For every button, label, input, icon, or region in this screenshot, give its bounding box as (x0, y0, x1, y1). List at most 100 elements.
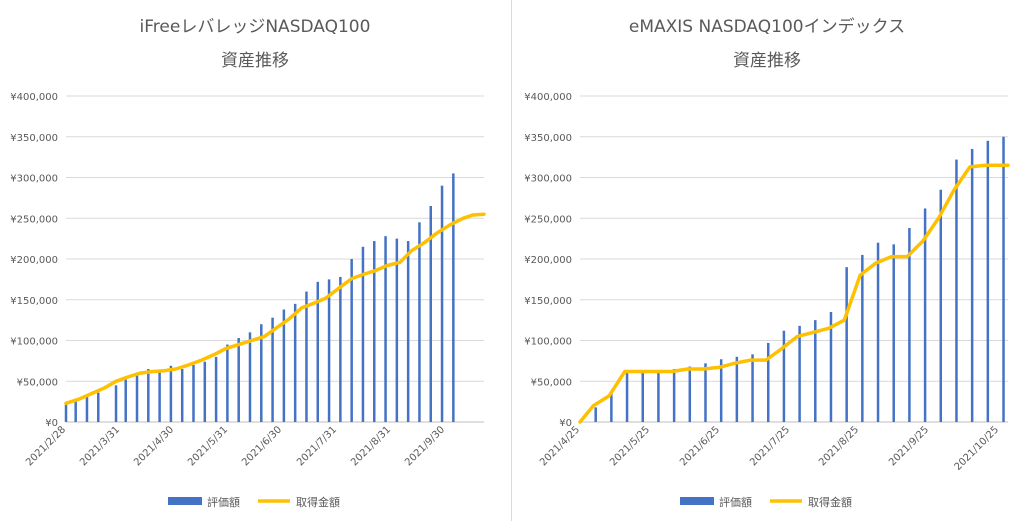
bar-mark (395, 238, 399, 422)
bar-mark (429, 206, 432, 422)
bar-mark (74, 400, 77, 422)
bar-mark (203, 361, 207, 422)
bar-mark (226, 344, 229, 422)
bar-mark (814, 320, 817, 422)
legend-label-bar: 評価額 (207, 495, 240, 509)
x-tick-label: 2021/7/31 (295, 424, 339, 468)
bar-mark (282, 309, 286, 422)
panel-divider (511, 0, 512, 521)
y-tick-label: ¥300,000 (524, 174, 572, 185)
bar-mark (766, 342, 770, 422)
x-tick-label: 2021/5/25 (608, 424, 652, 468)
y-tick-label: ¥250,000 (524, 214, 572, 225)
y-tick-label: ¥350,000 (524, 133, 572, 144)
legend: 評価額 取得金額 (680, 495, 852, 509)
y-tick-label: ¥50,000 (531, 377, 572, 388)
x-tick-label: 2021/4/25 (538, 424, 582, 468)
chart-title: iFreeレバレッジNASDAQ100 (140, 17, 371, 37)
bar-mark (861, 254, 864, 422)
bar-mark (327, 279, 331, 422)
y-tick-label: ¥0 (45, 418, 58, 429)
bar-mark (672, 369, 676, 422)
bar-mark (214, 356, 218, 422)
x-tick-label: 2021/9/25 (887, 424, 931, 468)
bar-mark (955, 159, 958, 422)
y-tick-label: ¥400,000 (524, 92, 572, 103)
bar-mark (158, 369, 161, 422)
bar-mark (271, 317, 274, 422)
bar-mark (751, 354, 754, 422)
legend: 評価額 取得金額 (168, 495, 340, 509)
bar-mark (406, 241, 410, 422)
bar-mark (876, 242, 880, 422)
bar-mark (970, 148, 974, 422)
bar-mark (293, 303, 297, 422)
bar-mark (64, 404, 68, 422)
bar-mark (735, 356, 739, 422)
y-tick-label: ¥50,000 (17, 377, 58, 388)
legend-swatch-bar (168, 497, 202, 505)
bar-mark (1002, 136, 1005, 422)
x-tick-label: 2021/4/30 (132, 424, 176, 468)
bar-mark (305, 291, 308, 422)
bar-mark (180, 369, 184, 422)
chart-subtitle: 資産推移 (733, 51, 801, 71)
bar-mark (124, 379, 127, 422)
y-tick-label: ¥350,000 (10, 133, 58, 144)
bar-mark (97, 392, 100, 422)
bar-mark (135, 374, 139, 422)
bar-mark (114, 385, 118, 422)
chart-title: eMAXIS NASDAQ100インデックス (629, 16, 905, 37)
chart-ifree: iFreeレバレッジNASDAQ100 資産推移 ¥0 ¥50,000 ¥100,000… (10, 17, 486, 509)
bar-mark (610, 393, 613, 422)
bar-mark (85, 395, 89, 422)
x-tick-label: 2021/8/31 (349, 424, 393, 468)
x-tick-label: 2021/2/28 (24, 424, 68, 468)
x-tick-label: 2021/7/25 (748, 424, 792, 468)
bar-mark (892, 244, 895, 422)
line-series-取得金額 (64, 212, 486, 406)
bar-mark (237, 338, 240, 422)
chart-subtitle: 資産推移 (221, 51, 289, 71)
legend-swatch-bar (680, 497, 714, 505)
bar-mark (192, 364, 195, 422)
x-tick-label: 2021/3/31 (78, 424, 122, 468)
bar-mark (339, 276, 342, 422)
y-tick-label: ¥150,000 (10, 296, 58, 307)
bar-mark (719, 359, 723, 422)
x-tick-label: 2021/6/25 (678, 424, 722, 468)
bar-mark (986, 140, 990, 422)
bar-mark (845, 267, 848, 422)
bar-mark (939, 189, 943, 422)
x-tick-label: 2021/10/25 (953, 424, 1002, 473)
x-tick-label: 2021/6/30 (240, 424, 284, 468)
bar-mark (688, 366, 692, 422)
bar-mark (248, 332, 252, 422)
bar-mark (418, 222, 421, 422)
bar-mark (147, 369, 150, 422)
legend-label-line: 取得金額 (296, 495, 340, 509)
legend-label-line: 取得金額 (808, 495, 852, 509)
bar-mark (361, 246, 365, 422)
bar-mark (908, 228, 911, 422)
bar-mark (350, 259, 353, 422)
y-tick-label: ¥300,000 (10, 174, 58, 185)
bar-mark (641, 371, 644, 422)
y-tick-label: ¥250,000 (10, 214, 58, 225)
y-tick-label: ¥100,000 (10, 337, 58, 348)
y-tick-label: ¥200,000 (10, 255, 58, 266)
x-tick-label: 2021/5/31 (186, 424, 230, 468)
bar-mark (704, 363, 707, 422)
bar-mark (782, 330, 786, 422)
bar-mark (316, 281, 320, 422)
bar-mark (625, 373, 629, 422)
bar-mark (798, 325, 801, 422)
x-tick-label: 2021/9/30 (403, 424, 447, 468)
bar-mark (440, 185, 444, 422)
bar-mark (923, 208, 927, 422)
y-tick-label: ¥400,000 (10, 92, 58, 103)
bar-mark (594, 407, 597, 422)
y-tick-label: ¥150,000 (524, 296, 572, 307)
